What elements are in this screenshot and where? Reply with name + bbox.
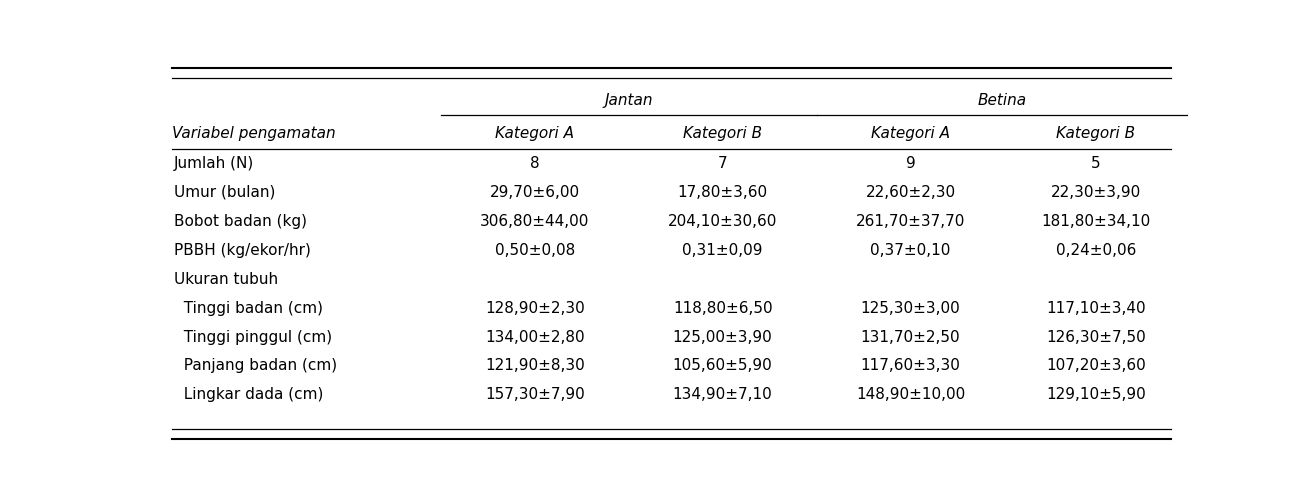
- Text: 125,30±3,00: 125,30±3,00: [861, 301, 960, 316]
- Text: Jumlah (N): Jumlah (N): [174, 156, 254, 171]
- Text: 148,90±10,00: 148,90±10,00: [855, 387, 965, 402]
- Text: 5: 5: [1091, 156, 1100, 171]
- Text: 22,60±2,30: 22,60±2,30: [866, 185, 955, 200]
- Text: 0,31±0,09: 0,31±0,09: [683, 243, 762, 257]
- Text: 131,70±2,50: 131,70±2,50: [861, 330, 960, 345]
- Text: Variabel pengamatan: Variabel pengamatan: [172, 126, 335, 141]
- Text: 7: 7: [718, 156, 727, 171]
- Text: 17,80±3,60: 17,80±3,60: [677, 185, 768, 200]
- Text: 134,00±2,80: 134,00±2,80: [485, 330, 584, 345]
- Text: Umur (bulan): Umur (bulan): [174, 185, 275, 200]
- Text: Tinggi pinggul (cm): Tinggi pinggul (cm): [174, 330, 331, 345]
- Text: Ukuran tubuh: Ukuran tubuh: [174, 271, 278, 287]
- Text: PBBH (kg/ekor/hr): PBBH (kg/ekor/hr): [174, 243, 310, 257]
- Text: 29,70±6,00: 29,70±6,00: [490, 185, 580, 200]
- Text: Kategori B: Kategori B: [1056, 126, 1136, 141]
- Text: Bobot badan (kg): Bobot badan (kg): [174, 214, 307, 229]
- Text: 128,90±2,30: 128,90±2,30: [485, 301, 584, 316]
- Text: Jantan: Jantan: [604, 93, 652, 108]
- Text: 204,10±30,60: 204,10±30,60: [668, 214, 777, 229]
- Text: Tinggi badan (cm): Tinggi badan (cm): [174, 301, 322, 316]
- Text: 107,20±3,60: 107,20±3,60: [1045, 359, 1146, 374]
- Text: 261,70±37,70: 261,70±37,70: [855, 214, 965, 229]
- Text: 9: 9: [905, 156, 916, 171]
- Text: 157,30±7,90: 157,30±7,90: [485, 387, 584, 402]
- Text: 306,80±44,00: 306,80±44,00: [481, 214, 590, 229]
- Text: 125,00±3,90: 125,00±3,90: [673, 330, 773, 345]
- Text: 134,90±7,10: 134,90±7,10: [673, 387, 773, 402]
- Text: 181,80±34,10: 181,80±34,10: [1041, 214, 1150, 229]
- Text: 117,60±3,30: 117,60±3,30: [861, 359, 960, 374]
- Text: 8: 8: [531, 156, 540, 171]
- Text: 105,60±5,90: 105,60±5,90: [673, 359, 773, 374]
- Text: 117,10±3,40: 117,10±3,40: [1045, 301, 1145, 316]
- Text: Kategori B: Kategori B: [683, 126, 762, 141]
- Text: 0,37±0,10: 0,37±0,10: [870, 243, 951, 257]
- Text: 118,80±6,50: 118,80±6,50: [673, 301, 773, 316]
- Text: Kategori A: Kategori A: [495, 126, 574, 141]
- Text: Betina: Betina: [977, 93, 1027, 108]
- Text: 0,50±0,08: 0,50±0,08: [495, 243, 575, 257]
- Text: Kategori A: Kategori A: [871, 126, 950, 141]
- Text: 22,30±3,90: 22,30±3,90: [1051, 185, 1141, 200]
- Text: 126,30±7,50: 126,30±7,50: [1045, 330, 1146, 345]
- Text: Panjang badan (cm): Panjang badan (cm): [174, 359, 337, 374]
- Text: Lingkar dada (cm): Lingkar dada (cm): [174, 387, 324, 402]
- Text: 129,10±5,90: 129,10±5,90: [1045, 387, 1146, 402]
- Text: 121,90±8,30: 121,90±8,30: [485, 359, 584, 374]
- Text: 0,24±0,06: 0,24±0,06: [1056, 243, 1136, 257]
